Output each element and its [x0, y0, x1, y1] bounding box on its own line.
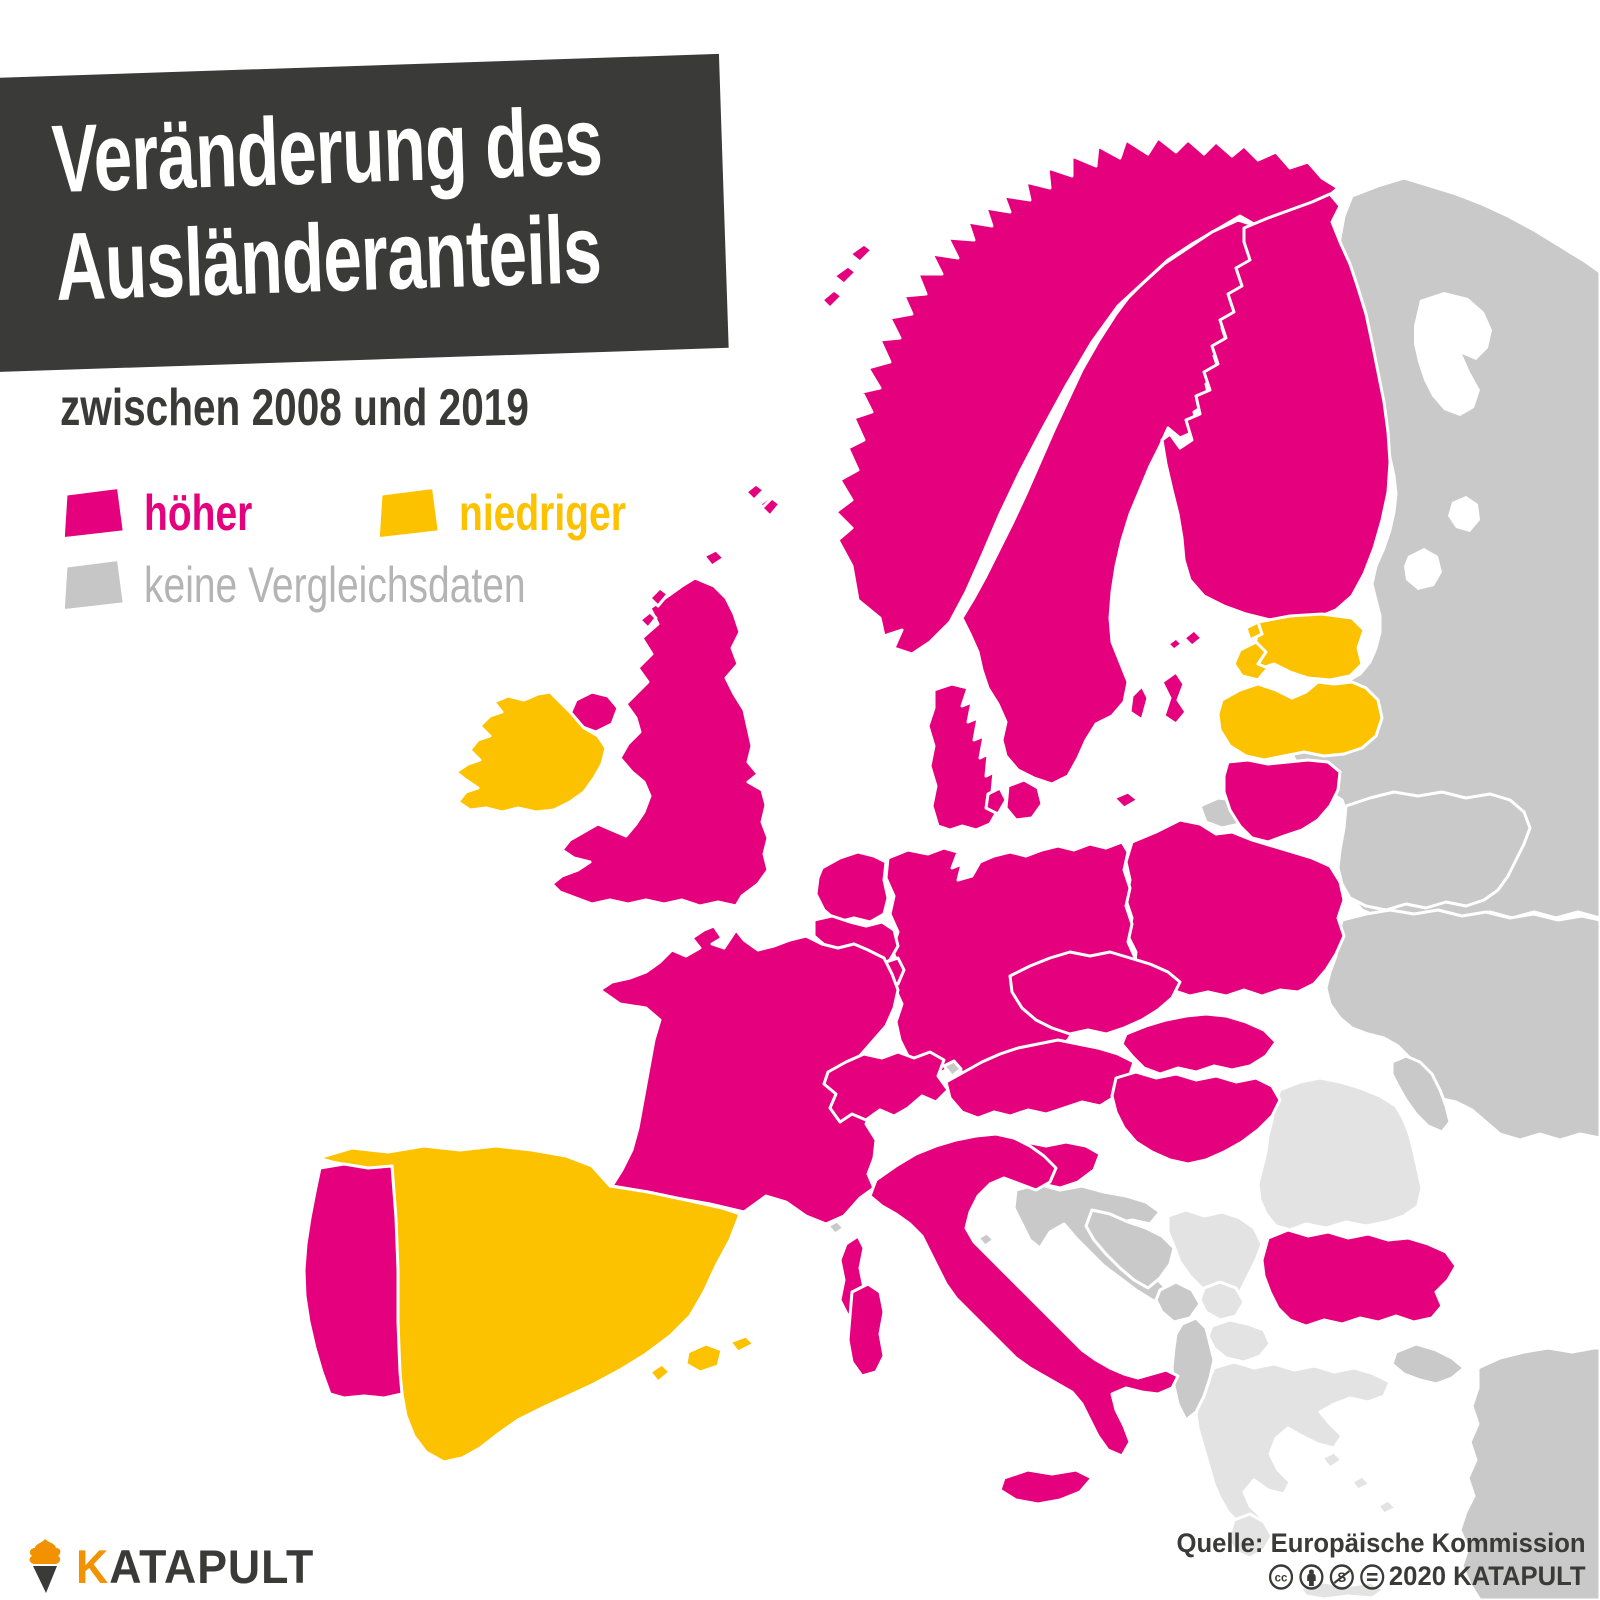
legend-item-lower: niedriger — [379, 484, 673, 542]
country-greece — [1226, 1512, 1274, 1560]
country-switzerland — [822, 1050, 950, 1124]
torch-icon — [29, 1539, 61, 1593]
country-slovakia — [1120, 1012, 1278, 1076]
country-serbia — [1166, 1208, 1264, 1306]
country-spain — [728, 1334, 756, 1354]
page-title-line2: Ausländeranteils — [53, 196, 603, 322]
cc-icon: cc — [1268, 1563, 1294, 1590]
country-albania — [1170, 1316, 1216, 1422]
country-united_kingdom — [702, 548, 726, 568]
country-belarus — [1336, 790, 1532, 912]
country-italy — [868, 1132, 1180, 1458]
country-norway — [834, 136, 1340, 656]
country-ireland — [454, 690, 608, 814]
legend-swatch-no-data — [63, 561, 123, 609]
svg-text:cc: cc — [1275, 1571, 1288, 1584]
country-estonia — [1244, 620, 1264, 642]
legend-label-no-data: keine Vergleichsdaten — [144, 557, 526, 613]
legend-label-lower: niedriger — [458, 485, 626, 541]
lake — [1448, 496, 1480, 532]
logo-text: KATAPULT — [76, 1539, 314, 1594]
lake — [1404, 548, 1442, 590]
country-bulgaria — [1260, 1228, 1458, 1328]
country-denmark — [1004, 778, 1044, 822]
logo-text-k: K — [76, 1539, 110, 1593]
country-united_kingdom — [550, 576, 770, 908]
katapult-logo: KATAPULT — [24, 1537, 327, 1595]
cc-nc-icon: S — [1329, 1563, 1354, 1590]
country-portugal — [302, 1162, 404, 1400]
country-spain — [648, 1362, 672, 1384]
country-kosovo — [1198, 1280, 1246, 1322]
country-estonia — [1232, 640, 1270, 682]
country-finland — [1182, 628, 1204, 648]
lake — [1414, 292, 1492, 416]
country-greece — [1298, 1580, 1386, 1600]
country-greece — [1320, 1450, 1344, 1470]
cc-nd-icon — [1360, 1563, 1385, 1590]
country-denmark — [984, 786, 1008, 816]
license-line: cc S 2020 KATAPULT — [1177, 1561, 1586, 1592]
country-greece — [1194, 1360, 1392, 1532]
legend-item-higher: höher — [64, 484, 283, 542]
logo-text-rest: ATAPULT — [109, 1539, 315, 1593]
country-bosnia — [1084, 1208, 1176, 1290]
country-hungary — [1110, 1070, 1282, 1166]
country-netherlands — [814, 850, 890, 924]
country-romania — [1256, 1076, 1424, 1232]
legend-swatch-higher — [63, 489, 123, 537]
country-united_kingdom — [648, 586, 670, 608]
title-box: Veränderung des Ausländeranteils — [0, 53, 729, 373]
country-north_macedonia — [1206, 1318, 1272, 1364]
country-norway — [832, 264, 858, 286]
country-norway — [848, 242, 874, 264]
cc-by-icon — [1299, 1563, 1324, 1590]
country-lithuania — [1222, 758, 1342, 844]
page-title-line1: Veränderung des — [50, 87, 604, 214]
country-greece — [1376, 1498, 1398, 1516]
country-monaco — [826, 1219, 846, 1236]
country-san_marino — [976, 1231, 996, 1248]
country-czechia — [1008, 950, 1182, 1036]
country-united_kingdom — [760, 496, 782, 518]
country-greece — [1350, 1474, 1372, 1492]
legend-label-higher: höher — [144, 485, 253, 541]
country-united_kingdom — [638, 610, 658, 630]
country-ukraine — [1324, 908, 1600, 1142]
country-moldova — [1390, 1054, 1452, 1134]
country-denmark — [744, 482, 766, 502]
country-latvia — [1216, 680, 1384, 762]
country-sweden — [1160, 670, 1188, 726]
country-liechtenstein — [942, 1059, 963, 1078]
country-italy — [998, 1468, 1094, 1506]
country-italy — [846, 1282, 886, 1378]
country-finland — [1160, 192, 1392, 624]
legend-item-no-data: keine Vergleichsdaten — [64, 556, 633, 614]
source-text: Quelle: Europäische Kommission — [1176, 1528, 1586, 1558]
license-text: 2020 KATAPULT — [1389, 1561, 1586, 1591]
subtitle: zwischen 2008 und 2019 — [60, 379, 529, 437]
country-denmark — [1112, 790, 1140, 810]
country-sweden — [1128, 684, 1150, 722]
country-montenegro — [1154, 1280, 1202, 1324]
source-block: Quelle: Europäische Kommission cc S 2020… — [1155, 1528, 1586, 1592]
country-finland — [1166, 636, 1184, 652]
country-poland — [1124, 818, 1346, 998]
country-norway — [820, 288, 844, 310]
country-spain — [684, 1342, 724, 1374]
country-estonia — [1250, 612, 1366, 682]
country-turkey — [1458, 1346, 1600, 1600]
country-turkey — [1390, 1342, 1466, 1386]
legend-swatch-lower — [378, 489, 438, 537]
